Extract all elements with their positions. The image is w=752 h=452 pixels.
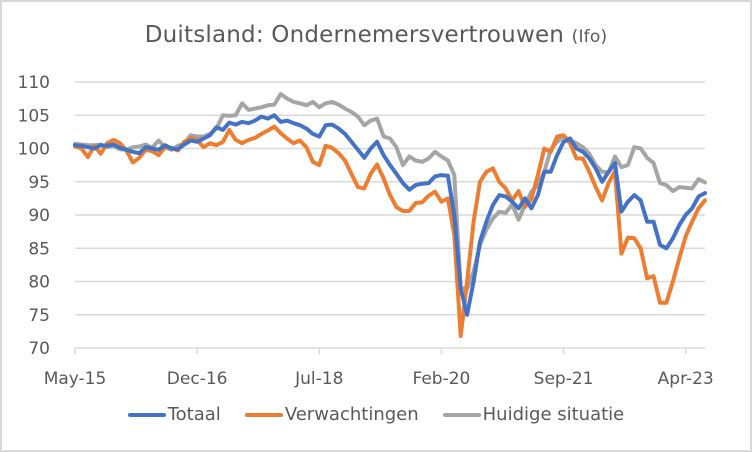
x-axis: [74, 347, 705, 354]
y-tick-label: 105: [18, 106, 50, 126]
legend-item: Totaal: [127, 404, 221, 425]
y-tick-label: 100: [18, 140, 50, 160]
y-tick-label: 85: [28, 239, 50, 259]
legend-swatch: [244, 412, 283, 417]
chart-title-suffix: (Ifo): [571, 27, 608, 47]
legend: Totaal Verwachtingen Huidige situatie: [0, 404, 752, 425]
y-tick-label: 90: [28, 206, 50, 226]
x-tick-label: May-15: [44, 369, 107, 389]
legend-label: Huidige situatie: [482, 404, 625, 425]
y-tick-label: 70: [28, 339, 50, 359]
x-axis-tick-labels: May-15 Dec-16 Jul-18 Feb-20 Sep-21 Apr-23: [44, 369, 714, 389]
x-tick-label: Apr-23: [658, 369, 714, 389]
chart-title: Duitsland: Ondernemersvertrouwen (Ifo): [0, 22, 752, 48]
legend-swatch: [442, 412, 481, 417]
y-tick-label: 75: [28, 306, 50, 326]
legend-item: Verwachtingen: [244, 404, 419, 425]
chart-title-main: Duitsland: Ondernemersvertrouwen: [144, 22, 565, 48]
x-tick-label: Dec-16: [167, 369, 228, 389]
y-tick-label: 95: [28, 173, 50, 193]
series-line-totaal: [73, 113, 707, 317]
legend-swatch: [127, 412, 166, 417]
legend-label: Totaal: [167, 404, 221, 425]
series-line-verwachtingen: [73, 124, 707, 338]
y-axis-tick-labels: 70 75 80 85 90 95 100 105 110: [18, 73, 50, 359]
y-tick-label: 110: [18, 73, 50, 93]
x-tick-label: Jul-18: [294, 369, 343, 389]
x-tick-label: Sep-21: [534, 369, 594, 389]
x-tick-label: Feb-20: [412, 369, 470, 389]
legend-label: Verwachtingen: [284, 404, 419, 425]
legend-item: Huidige situatie: [442, 404, 625, 425]
y-tick-label: 80: [28, 273, 50, 293]
series-lines: [73, 92, 707, 338]
